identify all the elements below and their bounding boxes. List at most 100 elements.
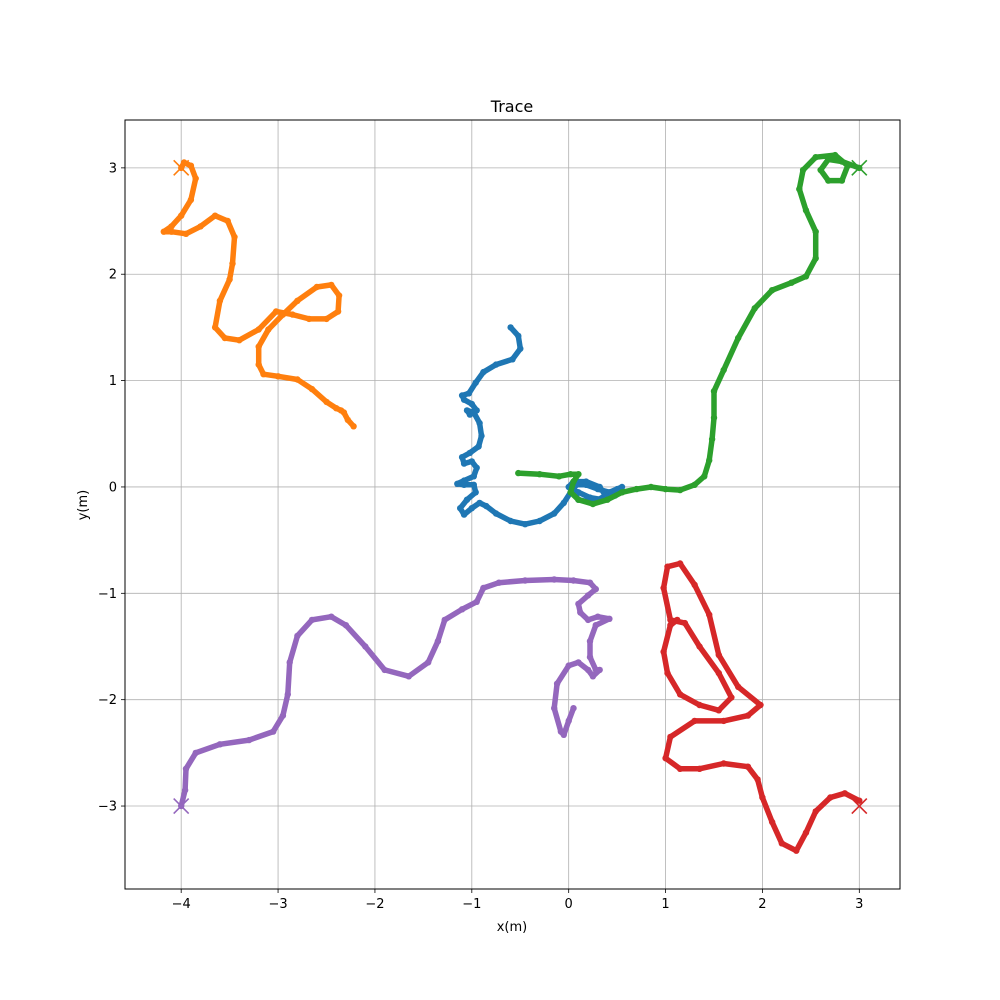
trace-point [812, 228, 819, 235]
trace-point [715, 669, 722, 677]
trace-point [604, 496, 611, 503]
trace-point [575, 659, 582, 666]
trace-point [470, 409, 477, 416]
trace-point [793, 847, 800, 854]
x-axis-label: x(m) [497, 920, 528, 935]
trace-point [856, 797, 863, 804]
trace-point [441, 616, 448, 624]
trace-point [662, 485, 669, 493]
trace-point [706, 457, 713, 464]
trace-point [507, 517, 514, 525]
trace-point [458, 606, 466, 613]
trace-point [667, 733, 674, 741]
trace-point [812, 808, 819, 815]
trace-point [521, 521, 529, 528]
trace-point [289, 311, 296, 318]
trace-point [565, 717, 572, 725]
trace-point [802, 829, 810, 836]
x-tick-label: −3 [268, 897, 287, 912]
trace-point [463, 496, 471, 503]
trace-point [676, 765, 684, 772]
trace-point [647, 483, 655, 491]
target-stroke [851, 797, 868, 815]
trace-point [521, 577, 529, 584]
trace-point [425, 659, 432, 666]
trace-point [328, 281, 335, 289]
trace-point [584, 616, 592, 624]
trace-point [294, 376, 301, 383]
trace-point [270, 728, 277, 735]
trace-point [618, 489, 626, 496]
trace-point [337, 407, 345, 414]
target-x-marker [851, 797, 868, 815]
trace-point [577, 609, 584, 616]
y-tick-label: −3 [98, 800, 117, 815]
trace-point [509, 356, 516, 363]
trace-point [691, 581, 698, 588]
trace-point [575, 600, 582, 608]
trace-point [536, 517, 543, 525]
trace-point [586, 579, 594, 586]
trace-point [841, 790, 848, 797]
trace-point [720, 760, 727, 767]
y-tick-label: 2 [109, 268, 117, 283]
y-tick-label: −1 [98, 587, 117, 602]
trace-point [463, 407, 471, 414]
trace-point [710, 388, 718, 395]
trace-point [778, 840, 785, 847]
trace-point [323, 315, 330, 323]
trace-point [465, 390, 473, 397]
trace-point [284, 691, 291, 698]
trace-point [570, 705, 577, 712]
trace-point [294, 632, 301, 640]
trace-point [592, 585, 599, 593]
trace-point [305, 315, 313, 323]
trace-point [706, 611, 713, 618]
trace-point [754, 776, 761, 783]
trace-point [575, 471, 582, 478]
trace-point [817, 166, 824, 174]
trace-point [460, 511, 468, 518]
trace-point [735, 334, 742, 342]
x-tick-label: 0 [565, 897, 573, 912]
x-tick-label: 2 [758, 897, 766, 912]
trace-point [825, 156, 832, 163]
trace-point [584, 666, 592, 674]
trace-point [681, 619, 689, 627]
trace-point [633, 485, 640, 493]
trace-point [472, 489, 479, 496]
trace-point [434, 638, 442, 645]
trace-point [844, 162, 851, 169]
trace-point [589, 500, 597, 508]
trace-point [838, 158, 846, 165]
trace-point [582, 478, 590, 485]
trace-point [710, 414, 718, 421]
grid [125, 120, 900, 889]
trace-point [596, 483, 603, 491]
trace-point [468, 458, 475, 465]
trace-point [211, 324, 219, 331]
trace-point [476, 499, 483, 507]
trace-point [192, 175, 199, 182]
trace-point [596, 666, 603, 674]
trace-point [470, 473, 477, 480]
trace-point [662, 755, 669, 762]
trace-point [802, 207, 810, 214]
trace-point [475, 443, 482, 450]
trace-point [735, 683, 742, 691]
trace-point [255, 361, 262, 368]
trace-point [192, 749, 199, 757]
series-layer [160, 151, 863, 854]
trace-point [470, 481, 477, 488]
trace-point [691, 717, 698, 725]
trace-point [751, 305, 758, 312]
trace-point [567, 471, 574, 478]
trace-point [676, 691, 684, 698]
trace-point [696, 701, 703, 709]
trace-point [181, 786, 189, 794]
axes-frame [124, 119, 901, 890]
trace-point [492, 361, 500, 368]
trace-point [308, 385, 316, 393]
trace-point [294, 297, 301, 304]
trace-point [279, 311, 287, 318]
